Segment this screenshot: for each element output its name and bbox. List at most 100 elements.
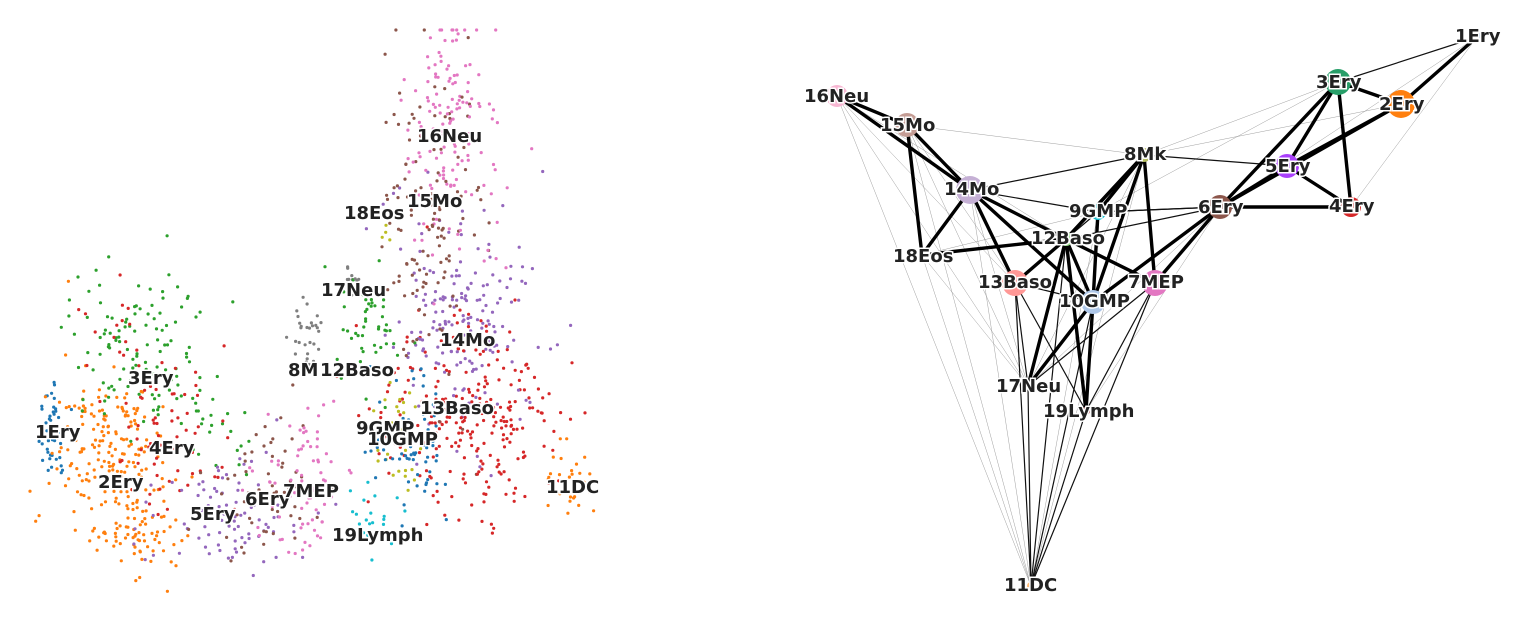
umap-cell-11DC bbox=[547, 475, 551, 479]
umap-cell-4Ery bbox=[387, 383, 391, 387]
umap-cluster-18Eos-cells bbox=[380, 223, 392, 242]
umap-cell-2Ery bbox=[101, 425, 105, 429]
umap-cell-10GMP bbox=[363, 450, 367, 454]
umap-cell-3Ery bbox=[94, 268, 98, 272]
umap-cell-6Ery bbox=[433, 211, 437, 215]
umap-cell-3Ery bbox=[122, 367, 126, 371]
umap-cell-7MEP bbox=[445, 67, 449, 71]
umap-cell-2Ery bbox=[138, 523, 142, 527]
umap-cell-13Baso bbox=[475, 472, 479, 476]
paga-edge-thin-15Mo-11DC bbox=[906, 124, 1032, 587]
umap-cell-5Ery bbox=[493, 330, 497, 334]
umap-cell-2Ery bbox=[111, 468, 115, 472]
umap-cell-13Baso bbox=[470, 400, 474, 404]
umap-cell-4Ery bbox=[400, 397, 404, 401]
umap-cell-3Ery bbox=[161, 296, 165, 300]
umap-cell-1Ery bbox=[49, 428, 54, 432]
umap-cell-5Ery bbox=[208, 495, 213, 499]
umap-cell-2Ery bbox=[126, 507, 130, 511]
umap-cell-7MEP bbox=[452, 73, 456, 78]
umap-cell-3Ery bbox=[156, 338, 160, 342]
umap-cell-7MEP bbox=[460, 159, 464, 163]
umap-cell-3Ery bbox=[102, 332, 106, 336]
umap-cell-3Ery bbox=[191, 448, 195, 452]
umap-cell-2Ery bbox=[186, 534, 190, 538]
umap-cell-7MEP bbox=[312, 528, 317, 532]
paga-label-14Mo: 14Mo bbox=[944, 179, 999, 200]
umap-label-18Eos: 18Eos bbox=[344, 203, 404, 224]
umap-cell-5Ery bbox=[461, 319, 465, 323]
umap-cell-4Ery bbox=[478, 396, 482, 400]
umap-cell-7MEP bbox=[319, 536, 323, 540]
umap-cell-4Ery bbox=[480, 467, 484, 471]
umap-cell-10GMP bbox=[431, 444, 435, 448]
umap-cell-4Ery bbox=[439, 339, 443, 343]
umap-cell-7MEP bbox=[449, 134, 453, 138]
umap-cell-3Ery bbox=[184, 351, 189, 356]
umap-cell-7MEP bbox=[298, 428, 302, 432]
umap-cell-4Ery bbox=[167, 479, 171, 483]
umap-cell-14Mo bbox=[488, 339, 492, 343]
umap-cell-5Ery bbox=[217, 505, 221, 509]
umap-cell-7MEP bbox=[451, 168, 455, 172]
umap-cell-4Ery bbox=[448, 469, 452, 474]
umap-cell-10GMP bbox=[375, 445, 379, 450]
umap-cell-4Ery bbox=[436, 379, 440, 383]
umap-cell-4Ery bbox=[93, 330, 97, 334]
umap-cell-3Ery bbox=[179, 394, 183, 398]
umap-cell-2Ery bbox=[174, 518, 178, 522]
umap-cell-12Baso bbox=[383, 328, 387, 332]
umap-cell-2Ery bbox=[109, 441, 113, 445]
umap-cell-5Ery bbox=[422, 266, 426, 271]
umap-cell-2Ery bbox=[34, 519, 38, 523]
paga-edge-thin-18Eos-17Neu bbox=[921, 254, 1029, 387]
umap-cell-3Ery bbox=[160, 328, 164, 332]
umap-cell-5Ery bbox=[243, 541, 247, 545]
umap-cell-4Ery bbox=[385, 434, 389, 438]
umap-cell-2Ery bbox=[55, 467, 59, 471]
umap-cell-4Ery bbox=[135, 437, 139, 441]
umap-cell-2Ery bbox=[100, 430, 104, 434]
umap-cell-3Ery bbox=[210, 423, 214, 427]
umap-cell-14Mo bbox=[518, 417, 522, 421]
umap-cell-11DC bbox=[557, 473, 562, 477]
umap-cell-2Ery bbox=[161, 405, 165, 409]
umap-cell-3Ery bbox=[169, 378, 173, 382]
umap-cell-5Ery bbox=[454, 274, 458, 278]
umap-cell-2Ery bbox=[89, 412, 93, 416]
umap-cell-3Ery bbox=[243, 411, 247, 415]
umap-cell-4Ery bbox=[222, 344, 226, 348]
umap-cell-10GMP bbox=[374, 476, 378, 480]
umap-cell-3Ery bbox=[244, 473, 249, 477]
umap-cell-5Ery bbox=[257, 518, 261, 522]
umap-cell-4Ery bbox=[536, 387, 541, 391]
umap-cell-3Ery bbox=[76, 275, 80, 279]
umap-cell-3Ery bbox=[133, 305, 137, 309]
umap-cell-14Mo bbox=[465, 410, 469, 414]
umap-cell-7MEP bbox=[297, 448, 301, 452]
umap-cell-17Neu bbox=[350, 274, 354, 278]
umap-cell-2Ery bbox=[104, 394, 108, 398]
umap-cell-10GMP bbox=[426, 428, 430, 432]
umap-cell-3Ery bbox=[114, 338, 118, 342]
paga-edge-thick-18Eos-12Baso bbox=[920, 237, 1068, 257]
umap-cell-6Ery bbox=[427, 228, 431, 232]
paga-label-5Ery: 5Ery bbox=[1265, 156, 1311, 177]
umap-cell-7MEP bbox=[453, 80, 457, 85]
umap-cell-4Ery bbox=[221, 419, 225, 423]
umap-cell-2Ery bbox=[80, 447, 84, 451]
umap-cell-4Ery bbox=[497, 462, 501, 466]
umap-cell-2Ery bbox=[118, 486, 122, 490]
umap-cell-13Baso bbox=[433, 421, 437, 425]
umap-cell-6Ery bbox=[392, 112, 396, 117]
umap-cell-10GMP bbox=[389, 425, 393, 429]
umap-cell-4Ery bbox=[176, 416, 180, 420]
umap-cell-1Ery bbox=[48, 457, 52, 461]
umap-cell-5Ery bbox=[433, 298, 437, 302]
umap-cell-7MEP bbox=[441, 176, 446, 181]
umap-cell-14Mo bbox=[476, 247, 480, 251]
umap-cell-13Baso bbox=[482, 418, 486, 423]
umap-cell-2Ery bbox=[57, 400, 62, 404]
umap-cell-3Ery bbox=[151, 408, 155, 412]
umap-cell-2Ery bbox=[75, 467, 79, 471]
